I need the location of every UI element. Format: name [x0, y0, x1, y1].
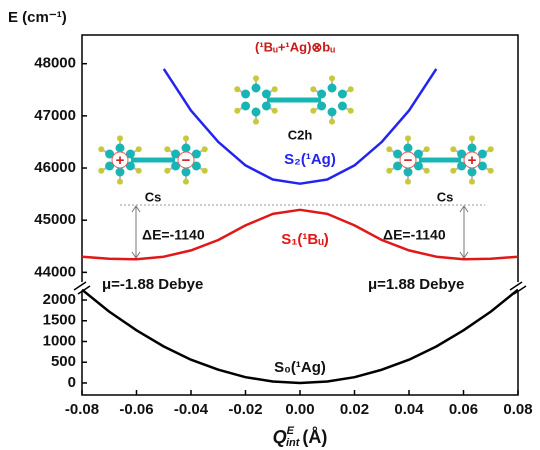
hydrogen	[488, 168, 494, 174]
x-label-unit: (Å)	[302, 427, 327, 447]
hydrogen	[310, 108, 316, 114]
hydrogen	[405, 135, 411, 141]
series-label: S₀(¹Ag)	[274, 359, 326, 376]
x-tick-label: 0.08	[503, 401, 532, 418]
carbon	[262, 102, 271, 111]
hydrogen	[450, 146, 456, 152]
charge-label: −	[404, 152, 413, 169]
plot-frame	[82, 35, 518, 395]
hydrogen	[234, 108, 240, 114]
x-tick-label: -0.08	[65, 401, 99, 418]
hydrogen	[386, 146, 392, 152]
hydrogen	[98, 146, 104, 152]
hydrogen	[272, 108, 278, 114]
cs-label: Cs	[437, 189, 454, 204]
hydrogen	[253, 119, 259, 125]
dipole-label: μ=-1.88 Debye	[102, 276, 203, 293]
hydrogen	[386, 168, 392, 174]
hydrogen	[450, 168, 456, 174]
y2-tick-label: 1500	[43, 312, 76, 329]
y2-tick-label: 500	[51, 353, 76, 370]
x-tick-label: -0.06	[119, 401, 153, 418]
hydrogen	[164, 168, 170, 174]
hydrogen	[272, 86, 278, 92]
carbon	[328, 108, 337, 117]
hydrogen	[469, 135, 475, 141]
hydrogen	[98, 168, 104, 174]
hydrogen	[136, 146, 142, 152]
hydrogen	[234, 86, 240, 92]
hydrogen	[329, 119, 335, 125]
x-tick-label: 0.00	[285, 401, 314, 418]
hydrogen	[469, 179, 475, 185]
delta-e-label: ΔE=-1140	[142, 227, 205, 243]
y-tick-label: 46000	[34, 159, 76, 176]
carbon	[252, 84, 261, 93]
hydrogen	[164, 146, 170, 152]
carbon	[252, 108, 261, 117]
hydrogen	[202, 146, 208, 152]
carbon	[328, 84, 337, 93]
x-tick-label: 0.02	[340, 401, 369, 418]
carbon	[338, 102, 347, 111]
carbon	[317, 90, 326, 99]
x-label-sub: int	[286, 437, 301, 449]
charge-label: +	[468, 152, 477, 169]
carbon	[317, 102, 326, 111]
hydrogen	[424, 168, 430, 174]
hydrogen	[329, 75, 335, 81]
series-label: S₂(¹Ag)	[284, 151, 336, 168]
c2h-label: C2h	[288, 127, 313, 142]
hydrogen	[183, 179, 189, 185]
carbon	[241, 102, 250, 111]
charge-label: +	[116, 152, 125, 169]
hydrogen	[183, 135, 189, 141]
x-tick-label: -0.02	[228, 401, 262, 418]
carbon	[262, 90, 271, 99]
y2-tick-label: 0	[68, 374, 76, 391]
state-mix-label: (¹Bᵤ+¹Ag)⊗bᵤ	[255, 39, 335, 54]
delta-e-label: ΔE=-1140	[383, 227, 446, 243]
x-label-symbol: Q	[273, 427, 287, 447]
y-tick-label: 47000	[34, 107, 76, 124]
y-tick-label: 48000	[34, 55, 76, 72]
hydrogen	[488, 146, 494, 152]
carbon	[241, 90, 250, 99]
y-tick-label: 45000	[34, 211, 76, 228]
hydrogen	[202, 168, 208, 174]
hydrogen	[405, 179, 411, 185]
hydrogen	[348, 86, 354, 92]
hydrogen	[310, 86, 316, 92]
y-axis-label: E (cm⁻¹)	[8, 9, 67, 26]
cs-label: Cs	[145, 189, 162, 204]
x-tick-label: -0.04	[174, 401, 209, 418]
hydrogen	[253, 75, 259, 81]
x-tick-label: 0.04	[394, 401, 424, 418]
x-label-sup: E	[287, 425, 295, 437]
hydrogen	[348, 108, 354, 114]
hydrogen	[424, 146, 430, 152]
y2-tick-label: 1000	[43, 332, 76, 349]
hydrogen	[136, 168, 142, 174]
charge-label: −	[182, 152, 191, 169]
chart: +−−+ E (cm⁻¹) QEint(Å) (¹Bᵤ+¹Ag)⊗bᵤ C2h …	[0, 0, 540, 450]
series-label: S₁(¹Bᵤ)	[281, 231, 329, 248]
y-tick-label: 44000	[34, 263, 76, 280]
carbon	[338, 90, 347, 99]
hydrogen	[117, 135, 123, 141]
y2-tick-label: 2000	[43, 291, 76, 308]
x-tick-label: 0.06	[449, 401, 478, 418]
x-axis-label: QEint(Å)	[273, 425, 328, 449]
dipole-label: μ=1.88 Debye	[368, 276, 464, 293]
hydrogen	[117, 179, 123, 185]
